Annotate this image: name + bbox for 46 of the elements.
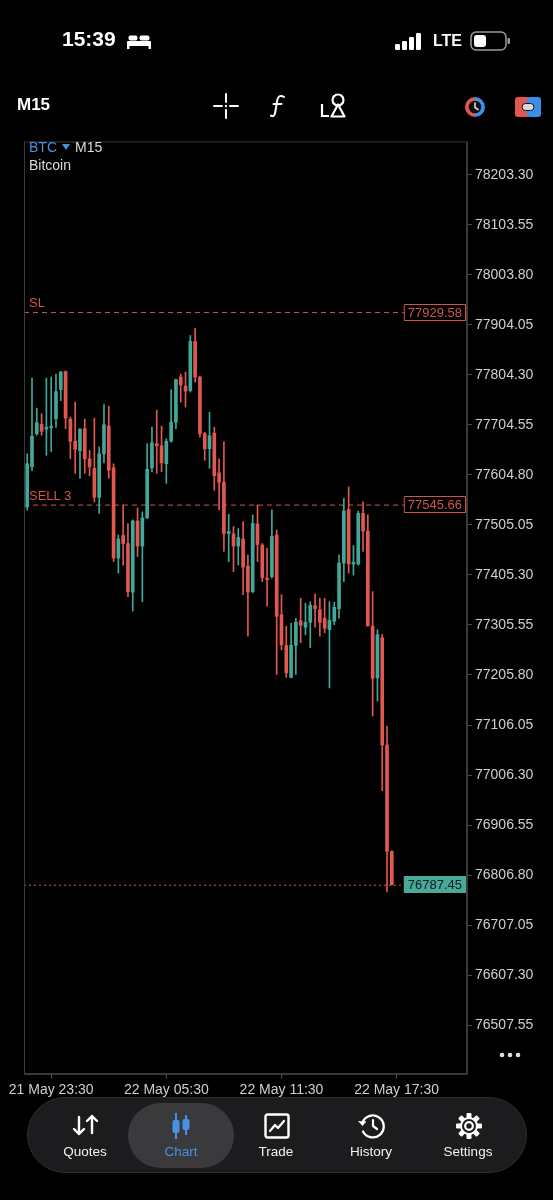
y-tick-label: 77205.80 bbox=[475, 665, 534, 682]
x-tick-label: 21 May 23:30 bbox=[8, 1081, 94, 1098]
y-tick-label: 77006.30 bbox=[475, 765, 534, 782]
annotation: 77545.66 bbox=[407, 497, 463, 513]
y-tick-label: 78203.30 bbox=[475, 165, 534, 182]
candlestick bbox=[236, 528, 241, 566]
candlestick bbox=[298, 597, 303, 644]
y-tick-label: 76806.80 bbox=[475, 865, 534, 882]
y-tick-label: 77604.80 bbox=[475, 465, 534, 482]
candlestick bbox=[265, 547, 269, 607]
y-tick-label: 77804.30 bbox=[475, 365, 534, 382]
y-tick-label: 77405.30 bbox=[475, 565, 534, 582]
annotation: 76787.45 bbox=[407, 877, 463, 893]
x-tick-label: 22 May 17:30 bbox=[354, 1081, 440, 1098]
text: LTE bbox=[433, 32, 463, 50]
y-tick-label: 77704.55 bbox=[475, 415, 534, 432]
text: Settings bbox=[443, 1144, 493, 1159]
text: Chart bbox=[164, 1144, 198, 1159]
x-tick-label: 22 May 11:30 bbox=[239, 1081, 324, 1098]
text: 15:39 bbox=[62, 27, 116, 51]
candlestick bbox=[226, 514, 231, 562]
y-tick-label: 76707.05 bbox=[475, 915, 534, 932]
annotation: M15 bbox=[75, 139, 103, 155]
annotation: 77929.58 bbox=[407, 305, 463, 321]
candlestick bbox=[49, 376, 54, 453]
y-tick-label: 77904.05 bbox=[475, 315, 534, 332]
y-tick-label: 77106.05 bbox=[475, 715, 534, 732]
candlestick bbox=[154, 409, 159, 474]
y-tick-label: 76507.55 bbox=[475, 1015, 534, 1032]
text: History bbox=[349, 1144, 393, 1159]
x-tick-label: 22 May 05:30 bbox=[123, 1081, 209, 1098]
y-tick-label: 77505.05 bbox=[475, 515, 534, 532]
text: Trade bbox=[258, 1144, 294, 1159]
ref-line-label: SL bbox=[29, 295, 45, 311]
y-tick-label: 76607.30 bbox=[475, 965, 534, 982]
ref-line-label: SELL 3 bbox=[29, 487, 72, 503]
candlestick bbox=[313, 593, 317, 628]
y-tick-label: 78003.80 bbox=[475, 265, 534, 282]
y-tick-label: 76906.55 bbox=[475, 815, 534, 832]
y-tick-label: 78103.55 bbox=[475, 215, 534, 232]
text: Bitcoin bbox=[29, 157, 72, 173]
text: M15 bbox=[17, 95, 51, 115]
text: Quotes bbox=[63, 1144, 107, 1159]
y-tick-label: 77305.55 bbox=[475, 615, 534, 632]
candlestick bbox=[73, 401, 78, 474]
chart-title: BTC bbox=[29, 139, 57, 155]
